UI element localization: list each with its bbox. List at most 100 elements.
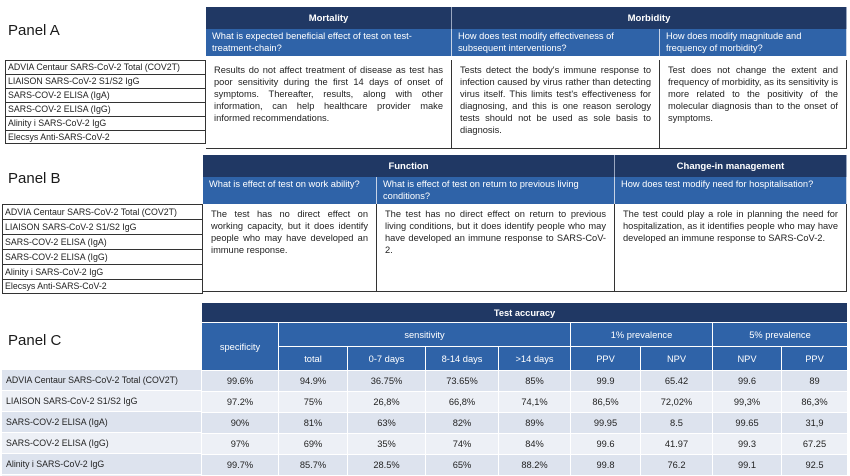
sub-header: 8-14 days xyxy=(425,346,499,371)
sensitivity-header: sensitivity xyxy=(278,322,571,347)
test-name: Elecsys Anti-SARS-CoV-2 xyxy=(3,279,203,294)
table-cell: 69% xyxy=(278,433,348,455)
panel-a-question-1: What is expected beneficial effect of te… xyxy=(206,29,452,56)
table-cell: 89% xyxy=(498,412,571,434)
table-cell: 99,3% xyxy=(712,391,782,413)
panel-a-answer-1: Results do not affect treatment of disea… xyxy=(206,60,452,149)
panel-b-question-3: How does test modify need for hospitalis… xyxy=(615,177,847,204)
accuracy-test-names: ADVIA Centaur SARS-CoV-2 Total (COV2T) LI… xyxy=(2,370,201,476)
test-name: LIAISON SARS-CoV-2 S1/S2 IgG xyxy=(6,74,206,88)
table-cell: 99.8 xyxy=(570,454,641,476)
table-cell: 31,9 xyxy=(781,412,848,434)
table-cell: 81% xyxy=(278,412,348,434)
prevalence-5-header: 5% prevalence xyxy=(712,322,848,347)
change-management-header: Change-in management xyxy=(615,155,847,177)
panel-b-answer-2: The test has no direct effect on return … xyxy=(377,204,615,292)
panel-b-answer-3: The test could play a role in planning t… xyxy=(615,204,847,292)
table-cell: 8.5 xyxy=(640,412,713,434)
row-test-name: Alinity i SARS-CoV-2 IgG xyxy=(2,454,201,475)
table-cell: 97.2% xyxy=(201,391,279,413)
sub-header: PPV xyxy=(781,346,848,371)
table-cell: 99.6 xyxy=(712,370,782,392)
table-cell: 63% xyxy=(347,412,426,434)
row-test-name: ADVIA Centaur SARS-CoV-2 Total (COV2T) xyxy=(2,370,201,391)
table-row: 90% 81% 63% 82% 89% 99.95 8.5 99.65 31,9 xyxy=(201,412,848,434)
table-cell: 89 xyxy=(781,370,848,392)
test-accuracy-table: Test accuracy specificity sensitivity 1%… xyxy=(201,302,848,476)
mortality-header: Mortality xyxy=(206,7,452,29)
table-cell: 92.5 xyxy=(781,454,848,476)
table-cell: 65% xyxy=(425,454,499,476)
table-cell: 74% xyxy=(425,433,499,455)
test-name: SARS-COV-2 ELISA (IgA) xyxy=(6,88,206,102)
table-cell: 26,8% xyxy=(347,391,426,413)
prevalence-1-header: 1% prevalence xyxy=(570,322,713,347)
sub-header: NPV xyxy=(712,346,782,371)
test-name: LIAISON SARS-CoV-2 S1/S2 IgG xyxy=(3,219,203,234)
test-name: ADVIA Centaur SARS-CoV-2 Total (COV2T) xyxy=(6,60,206,74)
sub-header: total xyxy=(278,346,348,371)
table-cell: 99.95 xyxy=(570,412,641,434)
table-cell: 41.97 xyxy=(640,433,713,455)
test-name: ADVIA Centaur SARS-CoV-2 Total (COV2T) xyxy=(3,204,203,219)
panel-a-test-list: ADVIA Centaur SARS-CoV-2 Total (COV2T) L… xyxy=(5,60,206,144)
panel-b-label: Panel B xyxy=(8,170,61,187)
sub-header: >14 days xyxy=(498,346,571,371)
table-cell: 76.2 xyxy=(640,454,713,476)
table-cell: 86,5% xyxy=(570,391,641,413)
table-cell: 97% xyxy=(201,433,279,455)
table-cell: 67.25 xyxy=(781,433,848,455)
panel-a-label: Panel A xyxy=(8,22,60,39)
panel-b-question-1: What is effect of test on work ability? xyxy=(203,177,377,204)
table-cell: 99.65 xyxy=(712,412,782,434)
test-name: SARS-COV-2 ELISA (IgG) xyxy=(3,249,203,264)
table-cell: 73.65% xyxy=(425,370,499,392)
table-cell: 74,1% xyxy=(498,391,571,413)
table-cell: 82% xyxy=(425,412,499,434)
row-test-name: SARS-COV-2 ELISA (IgA) xyxy=(2,412,201,433)
sub-header: PPV xyxy=(570,346,641,371)
panel-b-answer-1: The test has no direct effect on working… xyxy=(203,204,377,292)
table-cell: 85% xyxy=(498,370,571,392)
panel-b-question-2: What is effect of test on return to prev… xyxy=(377,177,615,204)
table-cell: 72,02% xyxy=(640,391,713,413)
table-cell: 94.9% xyxy=(278,370,348,392)
table-cell: 84% xyxy=(498,433,571,455)
specificity-header: specificity xyxy=(201,322,279,371)
panel-a-answer-3: Test does not change the extent and freq… xyxy=(660,60,847,149)
table-cell: 75% xyxy=(278,391,348,413)
table-cell: 65.42 xyxy=(640,370,713,392)
row-test-name: SARS-COV-2 ELISA (IgG) xyxy=(2,433,201,454)
panel-b-test-list: ADVIA Centaur SARS-CoV-2 Total (COV2T) L… xyxy=(2,204,203,294)
table-cell: 66,8% xyxy=(425,391,499,413)
test-accuracy-title: Test accuracy xyxy=(201,302,848,323)
table-row: 97.2% 75% 26,8% 66,8% 74,1% 86,5% 72,02% 99,3% 8… xyxy=(201,391,848,413)
table-cell: 35% xyxy=(347,433,426,455)
test-name: SARS-COV-2 ELISA (IgG) xyxy=(6,102,206,116)
test-name: Elecsys Anti-SARS-CoV-2 xyxy=(6,130,206,144)
test-name: Alinity i SARS-CoV-2 IgG xyxy=(3,264,203,279)
table-cell: 88.2% xyxy=(498,454,571,476)
morbidity-header: Morbidity xyxy=(452,7,847,29)
table-cell: 99.6% xyxy=(201,370,279,392)
sub-header: 0-7 days xyxy=(347,346,426,371)
table-cell: 99.9 xyxy=(570,370,641,392)
panel-a-question-2: How does test modify effectiveness of su… xyxy=(452,29,660,56)
table-cell: 99.6 xyxy=(570,433,641,455)
panel-a-answer-2: Tests detect the body's immune response … xyxy=(452,60,660,149)
table-cell: 99.3 xyxy=(712,433,782,455)
test-name: SARS-COV-2 ELISA (IgA) xyxy=(3,234,203,249)
table-cell: 90% xyxy=(201,412,279,434)
table-row: 99.7% 85.7% 28.5% 65% 88.2% 99.8 76.2 99.1 92.5 xyxy=(201,454,848,476)
table-cell: 36.75% xyxy=(347,370,426,392)
panel-a-question-3: How does modify magnitude and frequency … xyxy=(660,29,847,56)
table-row: 99.6% 94.9% 36.75% 73.65% 85% 99.9 65.42 99.6 89 xyxy=(201,370,848,392)
table-cell: 85.7% xyxy=(278,454,348,476)
panel-c-label: Panel C xyxy=(8,332,62,349)
table-cell: 99.1 xyxy=(712,454,782,476)
table-cell: 28.5% xyxy=(347,454,426,476)
function-header: Function xyxy=(203,155,615,177)
table-cell: 86,3% xyxy=(781,391,848,413)
sub-header: NPV xyxy=(640,346,713,371)
test-name: Alinity i SARS-CoV-2 IgG xyxy=(6,116,206,130)
